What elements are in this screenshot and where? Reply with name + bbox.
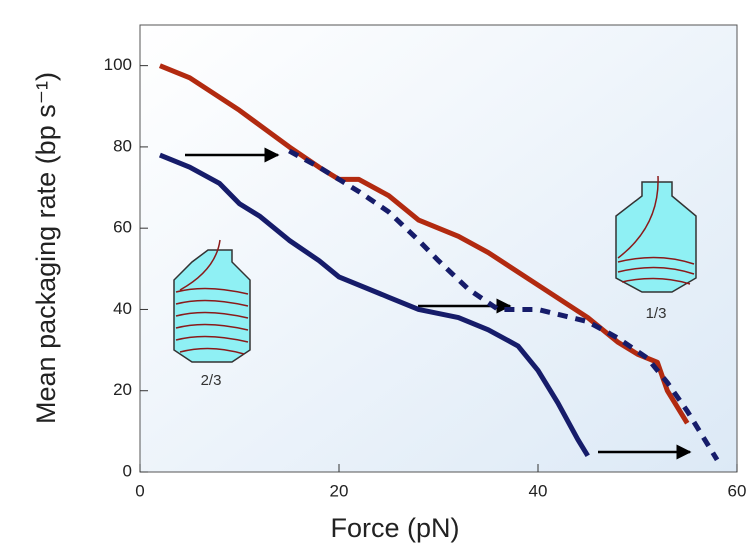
x-tick-label: 60 bbox=[728, 481, 747, 500]
line-series bbox=[288, 148, 720, 462]
y-tick-label: 0 bbox=[123, 461, 132, 480]
capsid-inset bbox=[615, 175, 697, 293]
x-axis-label: Force (pN) bbox=[330, 513, 459, 543]
y-tick-label: 40 bbox=[113, 299, 132, 318]
x-tick-label: 0 bbox=[135, 481, 144, 500]
capsid-inset bbox=[173, 239, 251, 363]
y-tick-label: 20 bbox=[113, 380, 132, 399]
annotation: 1/3 bbox=[646, 305, 667, 322]
line-series bbox=[158, 152, 590, 458]
y-tick-label: 60 bbox=[113, 218, 132, 237]
annotation: 2/3 bbox=[201, 372, 222, 389]
x-tick-label: 40 bbox=[529, 481, 548, 500]
y-tick-label: 100 bbox=[104, 55, 132, 74]
y-tick-label: 80 bbox=[113, 136, 132, 155]
y-axis-label: Mean packaging rate (bp s⁻¹) bbox=[31, 72, 61, 424]
x-tick-label: 20 bbox=[330, 481, 349, 500]
